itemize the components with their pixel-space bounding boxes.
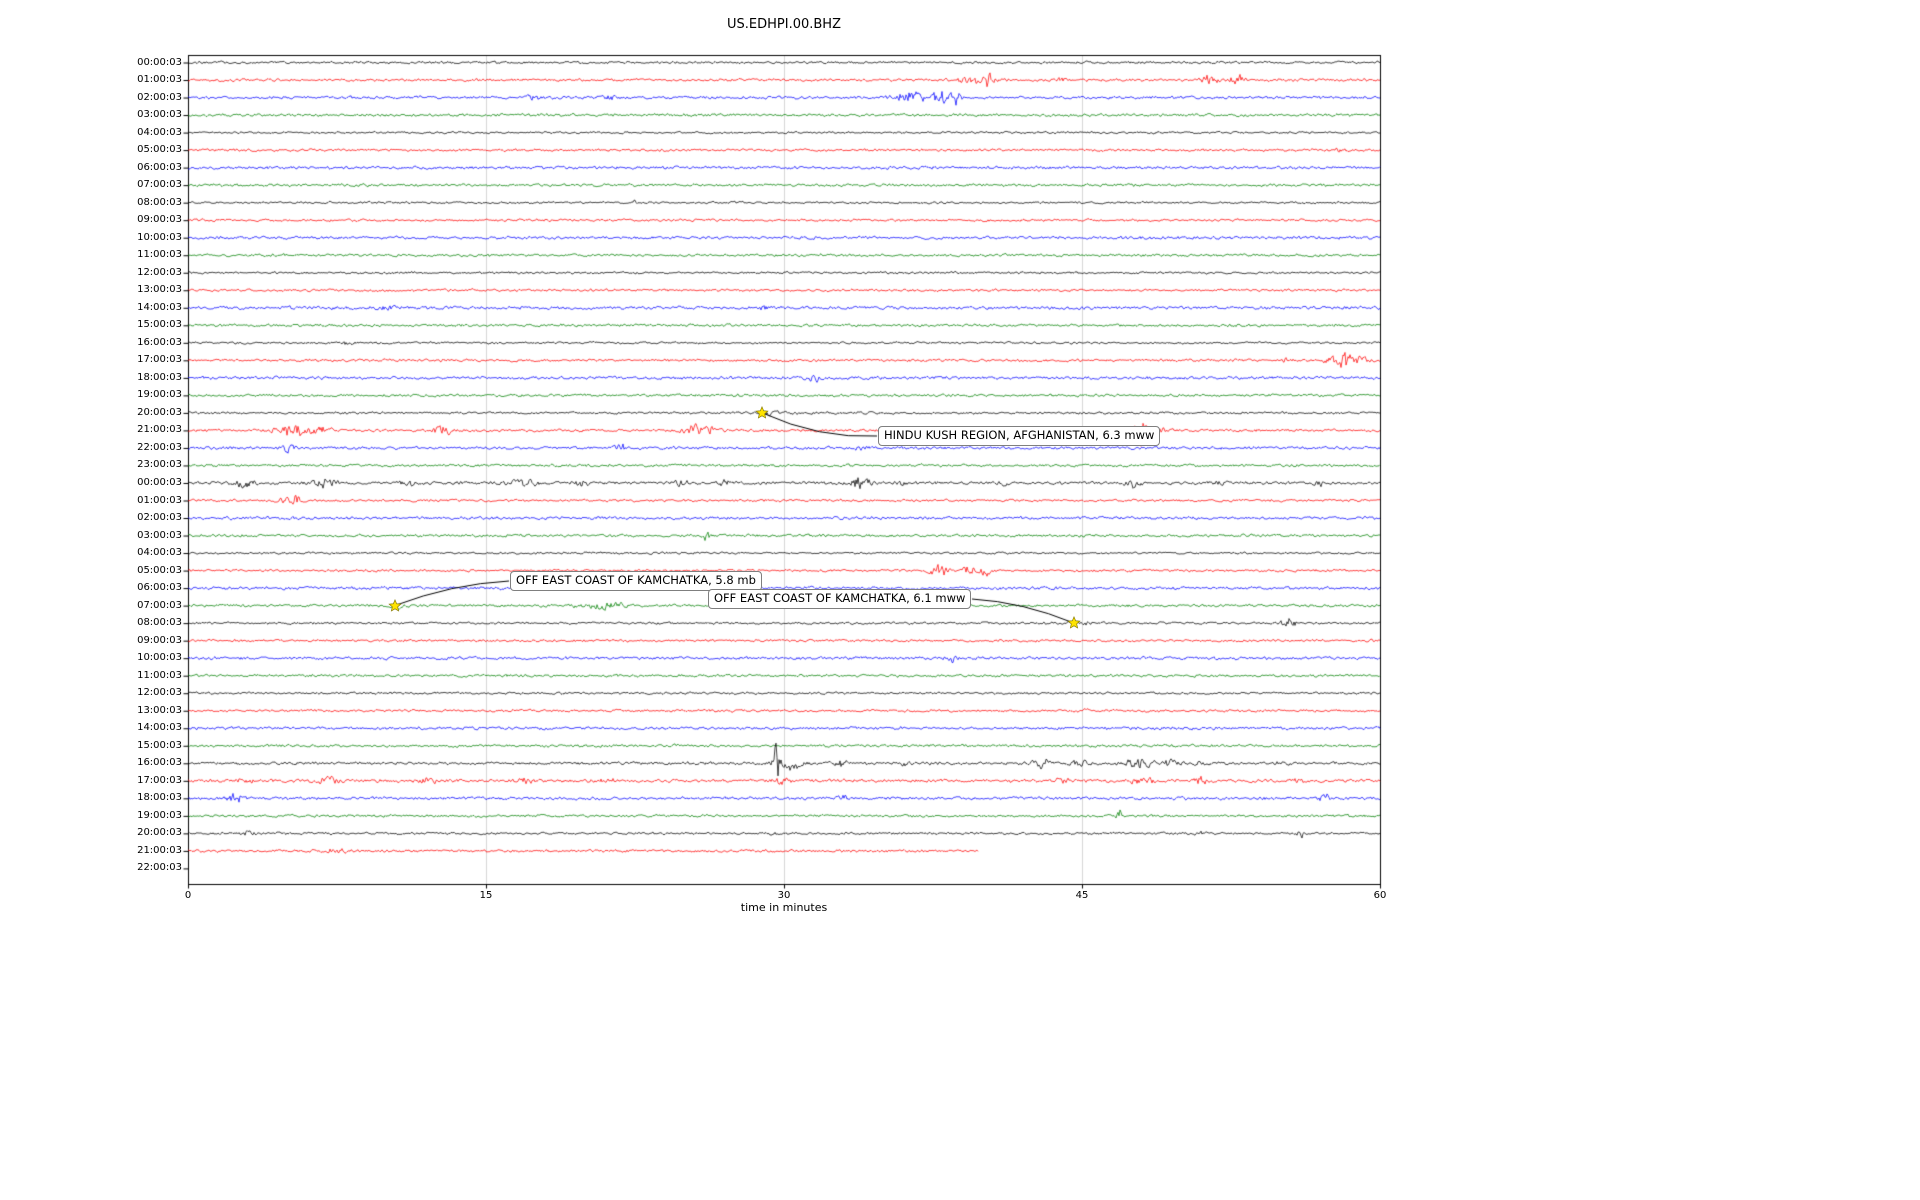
y-axis-label: 10:00:03 [137,231,182,243]
y-axis-label: 12:00:03 [137,266,182,278]
y-axis-label: 14:00:03 [137,722,182,734]
y-axis-label: 08:00:03 [137,617,182,629]
y-axis-label: 20:00:03 [137,406,182,418]
y-axis-label: 18:00:03 [137,371,182,383]
y-axis-label: 01:00:03 [137,74,182,86]
event-annotation-hindu-kush: HINDU KUSH REGION, AFGHANISTAN, 6.3 mww [878,426,1161,446]
y-axis-label: 06:00:03 [137,582,182,594]
y-axis-label: 03:00:03 [137,529,182,541]
y-axis-label: 09:00:03 [137,214,182,226]
y-axis-label: 22:00:03 [137,441,182,453]
event-annotation-kamchatka-6-1: OFF EAST COAST OF KAMCHATKA, 6.1 mww [708,589,972,609]
y-axis-label: 06:00:03 [137,161,182,173]
y-axis-label: 15:00:03 [137,319,182,331]
y-axis-label: 17:00:03 [137,774,182,786]
y-axis-label: 09:00:03 [137,634,182,646]
y-axis-label: 07:00:03 [137,599,182,611]
x-axis-title: time in minutes [740,901,828,914]
y-axis-label: 20:00:03 [137,827,182,839]
x-axis-tick-label: 30 [777,890,791,901]
y-axis-label: 21:00:03 [137,844,182,856]
figure-title: US.EDHPI.00.BHZ [727,17,841,32]
y-axis-label: 16:00:03 [137,757,182,769]
y-axis-label: 19:00:03 [137,389,182,401]
y-axis-label: 13:00:03 [137,704,182,716]
y-axis-label: 03:00:03 [137,109,182,121]
y-axis-label: 05:00:03 [137,144,182,156]
y-axis-label: 11:00:03 [137,669,182,681]
y-axis-label: 00:00:03 [137,476,182,488]
y-axis-label: 05:00:03 [137,564,182,576]
y-axis-label: 21:00:03 [137,424,182,436]
event-star-icon [755,405,769,419]
x-axis-tick-label: 15 [479,890,493,901]
y-axis-label: 18:00:03 [137,792,182,804]
y-axis-label: 19:00:03 [137,809,182,821]
y-axis-label: 13:00:03 [137,284,182,296]
y-axis-label: 17:00:03 [137,354,182,366]
y-axis-label: 16:00:03 [137,336,182,348]
y-axis-label: 00:00:03 [137,56,182,68]
x-axis-tick-label: 60 [1373,890,1387,901]
y-axis-label: 10:00:03 [137,652,182,664]
y-axis-label: 15:00:03 [137,739,182,751]
y-axis-label: 08:00:03 [137,196,182,208]
y-axis-label: 04:00:03 [137,547,182,559]
y-axis-label: 07:00:03 [137,179,182,191]
y-axis-label: 11:00:03 [137,249,182,261]
x-axis-tick-label: 0 [184,890,192,901]
y-axis-label: 01:00:03 [137,494,182,506]
y-axis-label: 12:00:03 [137,687,182,699]
event-annotation-kamchatka-5-8: OFF EAST COAST OF KAMCHATKA, 5.8 mb [510,571,762,591]
y-axis-label: 22:00:03 [137,862,182,874]
y-axis-label: 02:00:03 [137,91,182,103]
y-axis-label: 14:00:03 [137,301,182,313]
y-axis-label: 23:00:03 [137,459,182,471]
y-axis-label: 04:00:03 [137,126,182,138]
event-star-icon [1067,616,1081,629]
event-star-icon [387,598,402,612]
x-axis-tick-label: 45 [1075,890,1089,901]
y-axis-label: 02:00:03 [137,512,182,524]
